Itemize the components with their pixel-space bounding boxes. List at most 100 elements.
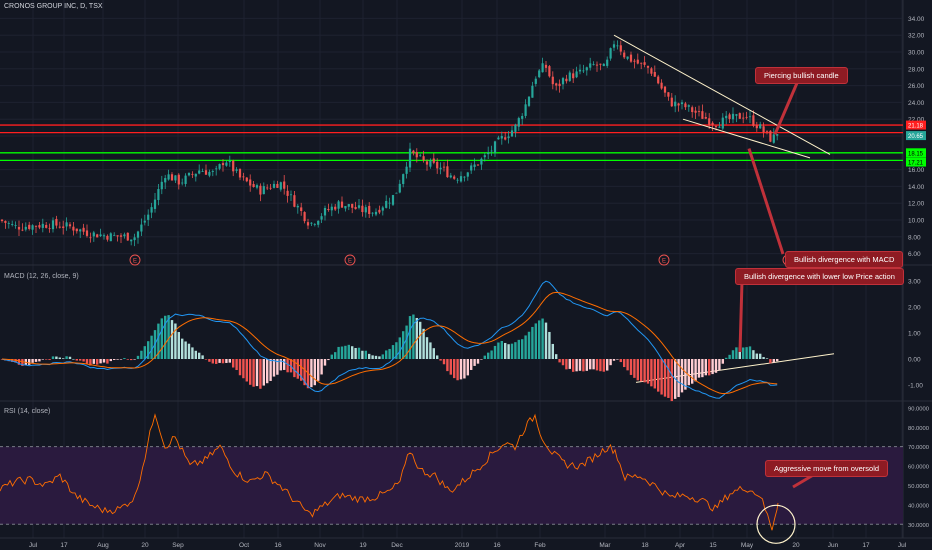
candle-body (752, 115, 755, 126)
candle-body (136, 231, 140, 238)
macd-histogram-bar (79, 359, 82, 361)
callout-oversold: Aggressive move from oversold (765, 460, 889, 477)
candle-body (561, 78, 565, 85)
macd-histogram-bar (68, 356, 72, 359)
candle-body (738, 113, 741, 119)
candle-body (657, 76, 660, 84)
macd-histogram-bar (694, 359, 697, 382)
callout-piercing-candle: Piercing bullish candle (755, 67, 848, 84)
lower-trendline (682, 118, 811, 159)
candle-body (541, 63, 544, 73)
candle-body (85, 230, 89, 236)
candle-body (592, 64, 595, 66)
candle-body (38, 225, 41, 228)
macd-histogram-bar (626, 359, 629, 371)
macd-histogram-bar (41, 359, 44, 360)
support-resistance-levels (0, 124, 903, 162)
candle-body (548, 66, 551, 77)
price-tick-label: 6.00 (908, 251, 921, 258)
price-tag-label: 18.15 (908, 151, 924, 157)
candle-body (595, 64, 599, 66)
macd-histogram-bar (303, 359, 306, 386)
macd-histogram-bar (364, 350, 367, 359)
macd-histogram-bar (735, 347, 738, 359)
macd-histogram-bar (82, 359, 85, 362)
candle-body (344, 205, 347, 209)
candle-body (480, 158, 483, 165)
candle-body (517, 118, 520, 127)
candle-body (21, 229, 24, 231)
macd-pane-label: MACD (12, 26, close, 9) (4, 273, 79, 280)
macd-histogram-bar (38, 359, 41, 362)
candle-body (487, 152, 490, 155)
candle-body (252, 184, 255, 188)
macd-histogram-bar (504, 342, 507, 359)
macd-histogram-bar (657, 359, 660, 392)
candle-body (198, 170, 201, 174)
candle-body (123, 234, 126, 237)
callout-arrows (738, 82, 816, 489)
candle-body (334, 206, 337, 210)
macd-histogram-bar (96, 359, 99, 365)
macd-histogram-bar (232, 359, 235, 368)
candle-body (765, 130, 769, 132)
arrow-piercing (773, 82, 799, 135)
macd-histogram-bar (408, 316, 412, 359)
macd-histogram-bar (701, 359, 704, 378)
macd-histogram-bar (58, 357, 61, 359)
candle-body (147, 214, 150, 220)
macd-histogram-bar (592, 359, 595, 370)
macd-histogram-bar (374, 355, 378, 359)
candle-body (578, 69, 582, 72)
candle-body (531, 85, 534, 98)
candle-body (704, 117, 707, 119)
macd-tick-label: 3.00 (908, 279, 921, 286)
macd-histogram-bar (187, 343, 191, 359)
macd-histogram-bar (765, 358, 769, 359)
macd-histogram-bar (62, 358, 65, 359)
macd-histogram-bar (612, 359, 616, 361)
candle-body (463, 176, 466, 178)
candle-body (626, 56, 629, 59)
macd-histogram-bar (211, 359, 214, 364)
candle-body (48, 228, 51, 230)
candle-body (164, 178, 167, 183)
macd-histogram-bar (357, 347, 361, 359)
macd-histogram-bar (650, 359, 653, 387)
candle-body (711, 122, 714, 125)
candle-body (708, 118, 711, 125)
time-tick-label: 2019 (455, 542, 470, 549)
candle-body (422, 156, 425, 161)
candle-body (412, 150, 415, 154)
candle-body (442, 166, 446, 168)
candle-body (330, 206, 333, 211)
macd-histogram-bar (572, 359, 575, 372)
macd-histogram-bar (551, 343, 554, 359)
candle-body (453, 176, 456, 179)
macd-histogram-bar (755, 353, 758, 359)
macd-histogram-bar (493, 345, 497, 359)
candle-body (680, 102, 684, 105)
candle-body (340, 201, 344, 208)
macd-histogram-bar (616, 359, 619, 360)
macd-histogram-bar (296, 359, 299, 379)
macd-histogram-bar (762, 357, 765, 359)
candle-body (184, 175, 187, 184)
callout-macd-divergence: Bullish divergence with MACD (785, 251, 904, 268)
candle-body (371, 212, 374, 214)
candle-body (374, 211, 378, 215)
macd-histogram-bar (541, 318, 544, 359)
macd-histogram-bar (405, 325, 408, 359)
candle-body (776, 134, 779, 136)
macd-tick-label: -1.00 (908, 383, 923, 390)
price-tick-label: 30.00 (908, 50, 925, 57)
price-tick-label: 16.00 (908, 167, 925, 174)
macd-histogram-bar (578, 359, 582, 371)
trendlines (613, 34, 835, 383)
earnings-marker (344, 254, 356, 266)
macd-histogram-bar (606, 359, 609, 371)
macd-histogram-bar (337, 346, 340, 359)
macd-histogram-bar (65, 356, 68, 359)
macd-histogram-bar (636, 359, 639, 381)
candle-body (276, 183, 279, 188)
